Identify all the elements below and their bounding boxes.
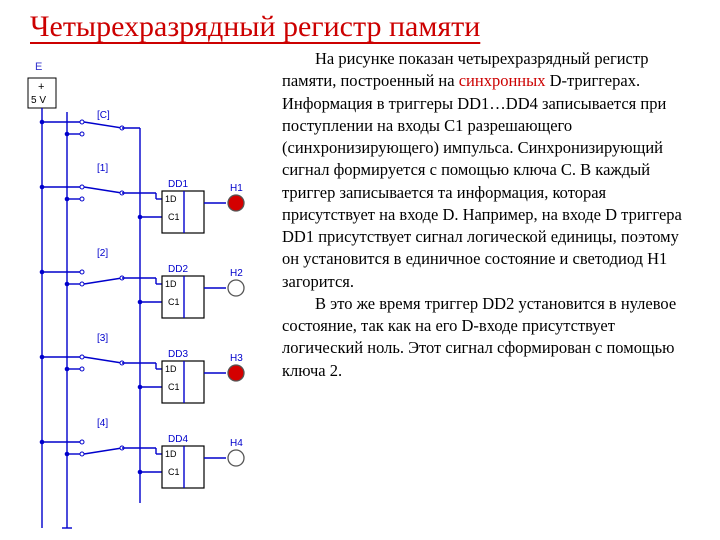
svg-text:C1: C1 [168, 297, 180, 307]
svg-text:+: + [38, 81, 44, 93]
svg-text:C1: C1 [168, 212, 180, 222]
svg-text:1D: 1D [165, 364, 177, 374]
svg-text:1D: 1D [165, 449, 177, 459]
svg-text:DD1: DD1 [168, 179, 188, 190]
svg-text:H4: H4 [230, 438, 243, 449]
svg-text:H1: H1 [230, 183, 243, 194]
svg-text:[1]: [1] [97, 163, 108, 174]
paragraph-2: В это же время триггер DD2 установится в… [282, 293, 700, 382]
svg-text:[2]: [2] [97, 248, 108, 259]
svg-text:DD3: DD3 [168, 349, 188, 360]
svg-text:H2: H2 [230, 268, 243, 279]
paragraph-1: На рисунке показан четырехразрядный реги… [282, 48, 700, 293]
p1-syn: синхронных [459, 71, 546, 90]
svg-text:[C]: [C] [97, 110, 110, 121]
diagram-column: E +5 V [C] [1] 1D C1 DD1 H1 [2] 1D C1 DD2 H2 [3] 1D C1 D… [12, 48, 282, 538]
svg-text:DD2: DD2 [168, 264, 188, 275]
p1-post: D-триггерах. Информация в триггеры DD1…D… [282, 71, 682, 290]
svg-text:[3]: [3] [97, 333, 108, 344]
svg-text:1D: 1D [165, 194, 177, 204]
svg-text:5 V: 5 V [31, 95, 46, 106]
svg-text:1D: 1D [165, 279, 177, 289]
page-title: Четырехразрядный регистр памяти [0, 0, 720, 48]
circuit-diagram: E +5 V [C] [1] 1D C1 DD1 H1 [2] 1D C1 DD2 H2 [3] 1D C1 D… [12, 48, 282, 538]
svg-text:C1: C1 [168, 467, 180, 477]
content-row: E +5 V [C] [1] 1D C1 DD1 H1 [2] 1D C1 DD2 H2 [3] 1D C1 D… [0, 48, 720, 538]
svg-text:H3: H3 [230, 353, 243, 364]
svg-text:DD4: DD4 [168, 434, 188, 445]
svg-text:E: E [35, 61, 42, 73]
text-column: На рисунке показан четырехразрядный реги… [282, 48, 708, 538]
svg-text:C1: C1 [168, 382, 180, 392]
svg-text:[4]: [4] [97, 418, 108, 429]
